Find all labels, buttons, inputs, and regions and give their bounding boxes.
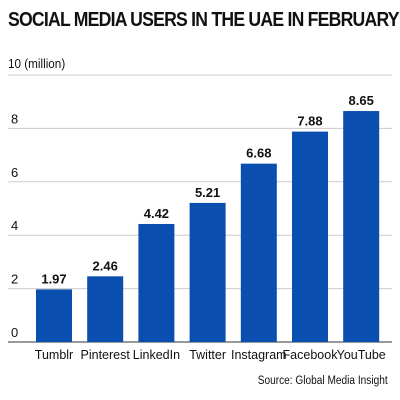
source-note: Source: Global Media Insight: [258, 375, 388, 387]
bar: [292, 131, 328, 342]
category-label: Facebook: [283, 348, 339, 362]
category-label: Twitter: [189, 348, 226, 362]
bar: [138, 223, 175, 342]
labels: 0 2 4 6 8 1.97 Tumblr 2.46 Pinterest 4.42 LinkedIn…: [11, 93, 386, 362]
bars: [36, 111, 380, 342]
category-label: LinkedIn: [133, 348, 180, 362]
bar: [87, 276, 124, 342]
data-label: 4.42: [144, 206, 169, 221]
y-axis-unit-label: 10 (million): [8, 56, 66, 71]
data-label: 7.88: [297, 114, 322, 129]
y-tick-label: 4: [11, 218, 18, 233]
data-label: 2.46: [93, 258, 118, 273]
y-tick-label: 8: [11, 111, 18, 126]
category-label: Instagram: [231, 348, 287, 362]
data-label: 5.21: [195, 185, 220, 200]
y-tick-label: 6: [11, 165, 18, 180]
chart-title: SOCIAL MEDIA USERS IN THE UAE IN FEBRUAR…: [8, 8, 400, 31]
data-label: 1.97: [41, 271, 66, 286]
y-tick-label: 2: [11, 272, 18, 287]
bar: [36, 289, 72, 342]
bar: [240, 163, 277, 342]
category-label: Tumblr: [35, 348, 73, 362]
category-label: Pinterest: [81, 348, 131, 362]
data-label: 6.68: [246, 146, 271, 161]
category-label: YouTube: [337, 348, 386, 362]
bar: [189, 202, 226, 342]
data-label: 8.65: [349, 93, 374, 108]
bar: [343, 111, 380, 342]
y-tick-label: 0: [11, 325, 18, 340]
